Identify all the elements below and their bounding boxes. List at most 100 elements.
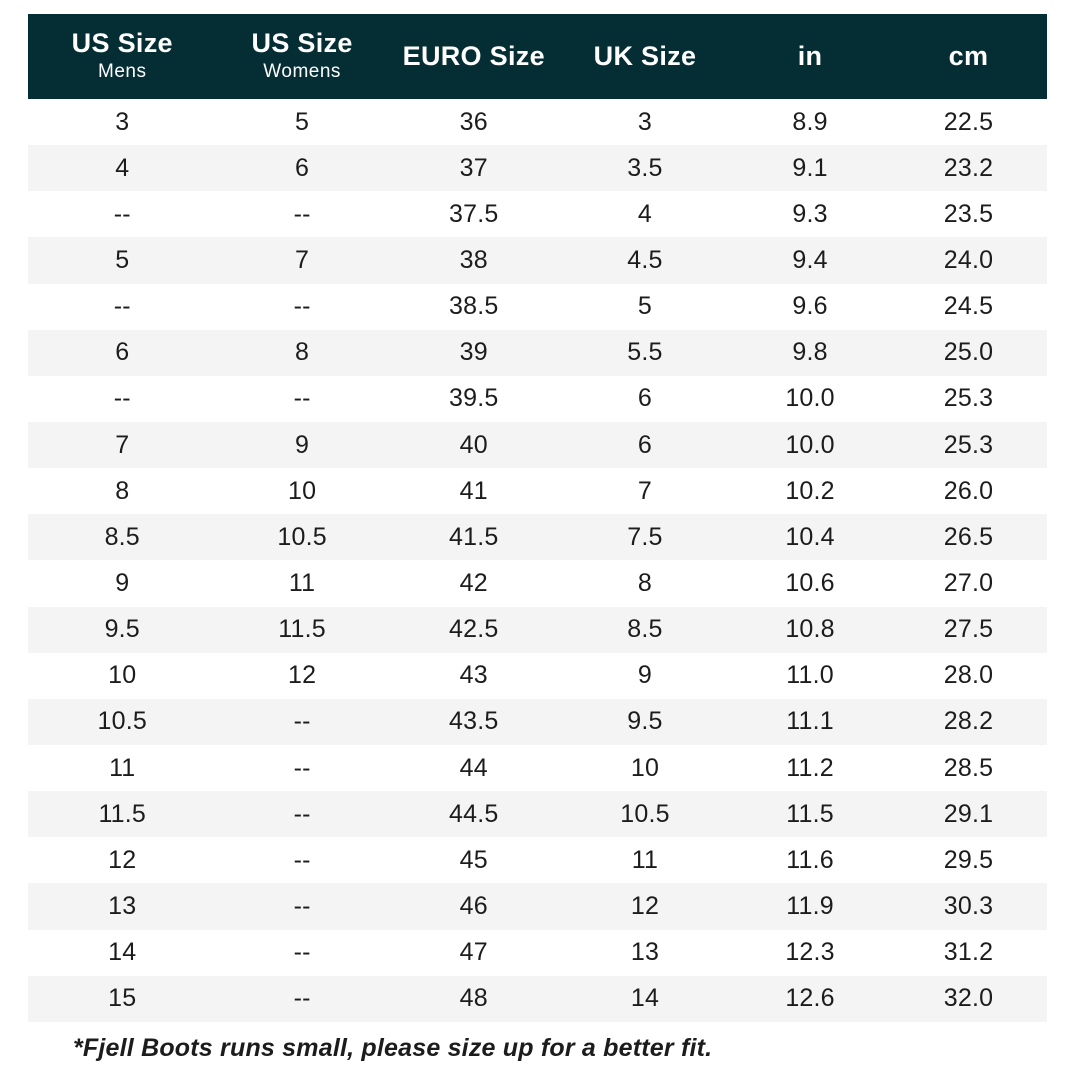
table-cell: -- xyxy=(293,845,311,874)
header-subtitle: Mens xyxy=(98,61,147,83)
table-cell: 11.6 xyxy=(786,845,834,874)
table-cell: 9.3 xyxy=(792,199,828,228)
table-cell: 27.0 xyxy=(943,568,994,597)
table-cell: 12 xyxy=(108,845,137,874)
table-cell: 12 xyxy=(630,891,660,920)
table-cell: 14 xyxy=(108,938,137,967)
table-cell: 28.2 xyxy=(943,707,994,736)
table-cell: 28.5 xyxy=(943,753,994,782)
table-cell: 10.2 xyxy=(785,476,835,505)
table-cell: 28.0 xyxy=(943,661,994,690)
table-row: 9.5 11.5 42.5 8.5 10.8 27.5 xyxy=(28,606,1047,653)
table-cell: 3.5 xyxy=(627,153,663,182)
table-cell: 3 xyxy=(637,107,653,136)
header-title: US Size xyxy=(71,27,173,58)
table-cell: 9.6 xyxy=(792,292,828,321)
table-cell: 8 xyxy=(637,568,653,597)
header-title: in xyxy=(797,40,823,71)
table-cell: 10.4 xyxy=(785,522,835,551)
table-cell: 3 xyxy=(115,107,130,136)
table-row: 14 -- 47 13 12.3 31.2 xyxy=(28,929,1047,976)
table-cell: -- xyxy=(113,384,131,413)
header-title: EURO Size xyxy=(402,40,545,71)
table-row: 11 -- 44 10 11.2 28.5 xyxy=(28,744,1047,792)
table-row: -- -- 37.5 4 9.3 23.5 xyxy=(28,191,1047,238)
table-cell: 11.9 xyxy=(786,891,834,920)
table-cell: 10 xyxy=(287,476,317,505)
table-cell: -- xyxy=(113,199,131,228)
table-cell: -- xyxy=(293,199,311,228)
table-cell: 29.5 xyxy=(943,845,994,874)
table-cell: 7 xyxy=(637,476,653,505)
table-cell: 44 xyxy=(459,753,488,782)
table-cell: 11.2 xyxy=(786,753,834,782)
table-cell: 45 xyxy=(459,845,488,874)
table-cell: 8 xyxy=(295,338,310,367)
table-cell: 7 xyxy=(295,245,310,274)
table-cell: 6 xyxy=(637,384,653,413)
table-cell: 36 xyxy=(459,107,488,136)
table-row: 8 10 41 7 10.2 26.0 xyxy=(28,468,1047,515)
table-cell: 24.5 xyxy=(943,292,994,321)
header-inches: in xyxy=(730,14,890,99)
table-cell: 10 xyxy=(108,661,137,690)
table-row: 8.5 10.5 41.5 7.5 10.4 26.5 xyxy=(28,514,1047,561)
table-cell: 7.5 xyxy=(627,522,663,551)
table-cell: 26.5 xyxy=(943,522,994,551)
header-title: US Size xyxy=(251,27,353,58)
table-cell: -- xyxy=(293,707,311,736)
table-cell: 15 xyxy=(108,984,137,1013)
table-cell: 5 xyxy=(295,107,310,136)
table-cell: 13 xyxy=(108,891,137,920)
table-cell: 25.0 xyxy=(943,338,994,367)
table-row: 5 7 38 4.5 9.4 24.0 xyxy=(28,237,1047,284)
table-cell: 4.5 xyxy=(627,245,663,274)
table-cell: 8.5 xyxy=(627,615,663,644)
table-cell: 9.5 xyxy=(104,615,140,644)
table-cell: 22.5 xyxy=(943,107,994,136)
table-cell: 38.5 xyxy=(449,292,499,321)
table-cell: 6 xyxy=(637,430,653,459)
table-cell: 39.5 xyxy=(449,384,499,413)
table-cell: -- xyxy=(293,384,311,413)
table-cell: 5 xyxy=(115,245,130,274)
table-row: -- -- 38.5 5 9.6 24.5 xyxy=(28,283,1047,330)
table-cell: 10.5 xyxy=(620,799,670,828)
table-row: 10 12 43 9 11.0 28.0 xyxy=(28,652,1047,699)
table-row: 15 -- 48 14 12.6 32.0 xyxy=(28,975,1047,1022)
table-cell: 10.5 xyxy=(97,707,147,736)
table-cell: 9.4 xyxy=(792,245,828,274)
table-cell: 11.5 xyxy=(98,799,147,828)
table-cell: 14 xyxy=(630,984,660,1013)
table-cell: 10 xyxy=(630,753,660,782)
table-row: 12 -- 45 11 11.6 29.5 xyxy=(28,837,1047,884)
header-title: cm xyxy=(948,40,989,71)
table-cell: 8.5 xyxy=(104,522,140,551)
header-us-size-womens: US Size Womens xyxy=(217,14,388,99)
table-cell: 7 xyxy=(115,430,130,459)
table-cell: 23.2 xyxy=(943,153,994,182)
table-cell: 43.5 xyxy=(449,707,499,736)
table-cell: 47 xyxy=(459,938,488,967)
table-cell: 37 xyxy=(459,153,488,182)
table-cell: 12.3 xyxy=(785,938,835,967)
table-cell: 32.0 xyxy=(943,984,994,1013)
table-cell: 8 xyxy=(115,476,130,505)
table-cell: 12.6 xyxy=(785,984,835,1013)
table-cell: 46 xyxy=(459,891,488,920)
table-row: 11.5 -- 44.5 10.5 11.5 29.1 xyxy=(28,791,1047,838)
table-row: 3 5 36 3 8.9 22.5 xyxy=(28,99,1047,146)
table-cell: 29.1 xyxy=(943,799,994,828)
table-cell: 11.5 xyxy=(278,615,326,644)
table-cell: -- xyxy=(293,984,311,1013)
table-row: -- -- 39.5 6 10.0 25.3 xyxy=(28,375,1047,422)
table-cell: 42 xyxy=(459,568,488,597)
table-cell: 10.0 xyxy=(785,384,835,413)
table-cell: 41.5 xyxy=(449,522,499,551)
table-cell: 11 xyxy=(109,753,136,782)
table-cell: 13 xyxy=(630,938,660,967)
table-cell: 26.0 xyxy=(943,476,994,505)
table-cell: 9.5 xyxy=(627,707,663,736)
table-cell: 9.8 xyxy=(792,338,828,367)
